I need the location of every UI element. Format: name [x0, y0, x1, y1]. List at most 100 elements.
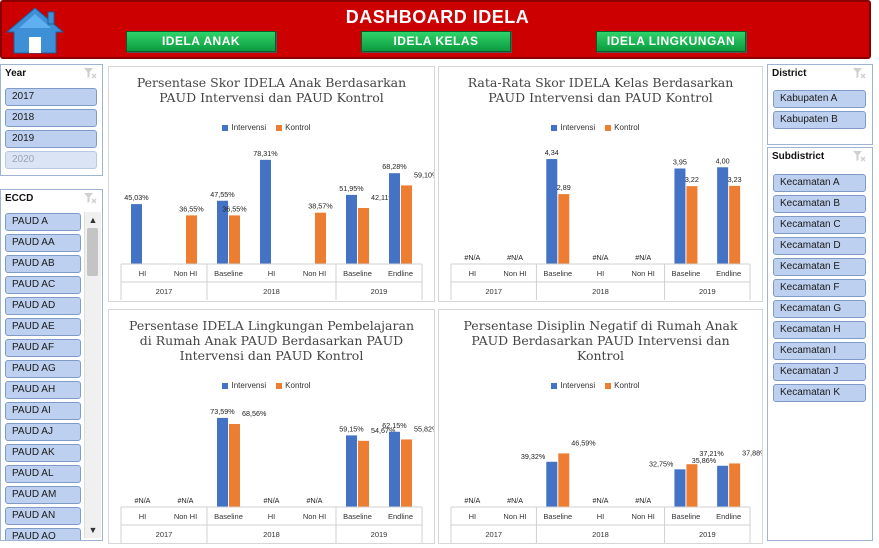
bar-intervensi-6 [717, 167, 729, 264]
legend-swatch [276, 382, 283, 389]
na-label: #N/A [507, 496, 523, 505]
year-slicer-item[interactable]: 2018 [5, 109, 97, 127]
eccd-slicer-item[interactable]: PAUD AL [5, 465, 81, 483]
clear-filter-icon[interactable] [83, 67, 97, 79]
category-label: Baseline [214, 512, 243, 521]
eccd-slicer-item[interactable]: PAUD AE [5, 318, 81, 336]
subdistrict-slicer-item[interactable]: Kecamatan A [773, 174, 866, 192]
category-label: Baseline [543, 269, 572, 278]
bar-kontrol-5 [686, 186, 698, 264]
data-label: 3,95 [673, 157, 687, 166]
data-label: 78,31% [253, 149, 278, 158]
group-label: 2019 [699, 530, 716, 539]
bar-kontrol-6 [401, 185, 412, 264]
category-label: HI [268, 512, 276, 521]
category-label: HI [469, 512, 477, 521]
clear-filter-icon[interactable] [852, 150, 866, 162]
clear-filter-icon[interactable] [852, 67, 866, 79]
eccd-slicer-item[interactable]: PAUD A [5, 213, 81, 231]
bar-chart-svg: #N/A HI #N/A Non HI 4,34 2,89 Baseline #N/A HI #N… [450, 148, 751, 300]
data-label: 46,59% [571, 438, 596, 447]
subdistrict-slicer-item[interactable]: Kecamatan J [773, 363, 866, 381]
chart-title-line: Intervensi dan PAUD Kontrol [179, 348, 364, 363]
home-icon[interactable] [5, 6, 65, 54]
eccd-scrollbar[interactable]: ▲ ▼ [84, 212, 101, 538]
category-label: Baseline [672, 512, 701, 521]
chart-title: Rata-Rata Skor IDELA Kelas Berdasarkan PA… [439, 75, 762, 105]
category-label: Non HI [174, 512, 197, 521]
subdistrict-slicer-item[interactable]: Kecamatan C [773, 216, 866, 234]
category-label: HI [597, 512, 605, 521]
bar-intervensi-5 [346, 435, 357, 507]
scroll-thumb[interactable] [87, 228, 98, 276]
subdistrict-slicer-item[interactable]: Kecamatan I [773, 342, 866, 360]
subdistrict-slicer-item[interactable]: Kecamatan H [773, 321, 866, 339]
chart-title-line: Rata-Rata Skor IDELA Kelas Berdasarkan [467, 75, 734, 90]
year-slicer-item[interactable]: 2019 [5, 130, 97, 148]
year-slicer-item[interactable]: 2017 [5, 88, 97, 106]
chart-title-line: Kontrol [576, 348, 625, 363]
na-label: #N/A [307, 496, 323, 505]
eccd-slicer-item[interactable]: PAUD AF [5, 339, 81, 357]
eccd-slicer-item[interactable]: PAUD AM [5, 486, 81, 504]
group-label: 2019 [699, 287, 716, 296]
subdistrict-slicer-item[interactable]: Kecamatan E [773, 258, 866, 276]
eccd-slicer-item[interactable]: PAUD AB [5, 255, 81, 273]
eccd-slicer-item[interactable]: PAUD AG [5, 360, 81, 378]
subdistrict-slicer-item[interactable]: Kecamatan F [773, 279, 866, 297]
na-label: #N/A [135, 496, 151, 505]
clear-filter-icon[interactable] [83, 192, 97, 204]
eccd-slicer-item[interactable]: PAUD AD [5, 297, 81, 315]
chart-legend: Intervensi Kontrol [439, 123, 762, 132]
group-label: 2017 [156, 530, 173, 539]
data-label: 59,15% [339, 424, 364, 433]
dashboard-header: DASHBOARD IDELA IDELA ANAK IDELA KELAS I… [0, 0, 871, 59]
subdistrict-slicer-item[interactable]: Kecamatan D [773, 237, 866, 255]
year-slicer-title: Year [5, 68, 27, 79]
category-label: Non HI [174, 269, 197, 278]
eccd-slicer-item[interactable]: PAUD AN [5, 507, 81, 525]
scroll-down-icon[interactable]: ▼ [88, 525, 98, 535]
eccd-slicer-item[interactable]: PAUD AC [5, 276, 81, 294]
nav-button-idela-kelas[interactable]: IDELA KELAS [361, 31, 511, 52]
category-label: Baseline [343, 512, 372, 521]
data-label: 59,10% [414, 170, 434, 179]
category-label: Non HI [632, 512, 655, 521]
na-label: #N/A [593, 496, 609, 505]
group-label: 2017 [156, 287, 173, 296]
eccd-slicer-item[interactable]: PAUD AA [5, 234, 81, 252]
data-label: 2,89 [557, 183, 571, 192]
group-label: 2017 [485, 287, 502, 296]
category-label: Non HI [632, 269, 655, 278]
subdistrict-slicer-item[interactable]: Kecamatan K [773, 384, 866, 402]
chart-title-line: PAUD Berdasarkan PAUD Intervensi dan [471, 333, 730, 348]
group-label: 2018 [263, 530, 280, 539]
eccd-slicer-item[interactable]: PAUD AI [5, 402, 81, 420]
eccd-slicer-item[interactable]: PAUD AJ [5, 423, 81, 441]
chart-title-line: Persentase IDELA Lingkungan Pembelajaran [129, 318, 414, 333]
data-label: 35,86% [692, 456, 717, 465]
bar-intervensi-2 [546, 461, 558, 507]
category-label: Baseline [672, 269, 701, 278]
category-label: HI [139, 512, 147, 521]
eccd-slicer-item[interactable]: PAUD AK [5, 444, 81, 462]
scroll-up-icon[interactable]: ▲ [88, 215, 98, 225]
nav-button-idela-anak[interactable]: IDELA ANAK [126, 31, 276, 52]
eccd-slicer-item[interactable]: PAUD AO [5, 528, 81, 540]
eccd-slicer-item[interactable]: PAUD AH [5, 381, 81, 399]
eccd-slicer-title: ECCD [5, 193, 34, 204]
nav-button-idela-lingkungan[interactable]: IDELA LINGKUNGAN [596, 31, 746, 52]
chart-legend: Intervensi Kontrol [109, 381, 434, 390]
category-label: Non HI [303, 512, 326, 521]
district-slicer-item[interactable]: Kabupaten A [773, 90, 866, 108]
data-label: 45,03% [124, 193, 149, 202]
data-label: 4,00 [716, 156, 730, 165]
bar-kontrol-2 [558, 453, 570, 507]
district-slicer-item[interactable]: Kabupaten B [773, 111, 866, 129]
data-label: 37,21% [699, 449, 724, 458]
year-slicer-item[interactable]: 2020 [5, 151, 97, 169]
subdistrict-slicer-item[interactable]: Kecamatan G [773, 300, 866, 318]
chart-panel-disiplin-negatif: Persentase Disiplin Negatif di Rumah Ana… [438, 309, 763, 544]
district-slicer-title: District [772, 68, 807, 79]
subdistrict-slicer-item[interactable]: Kecamatan B [773, 195, 866, 213]
